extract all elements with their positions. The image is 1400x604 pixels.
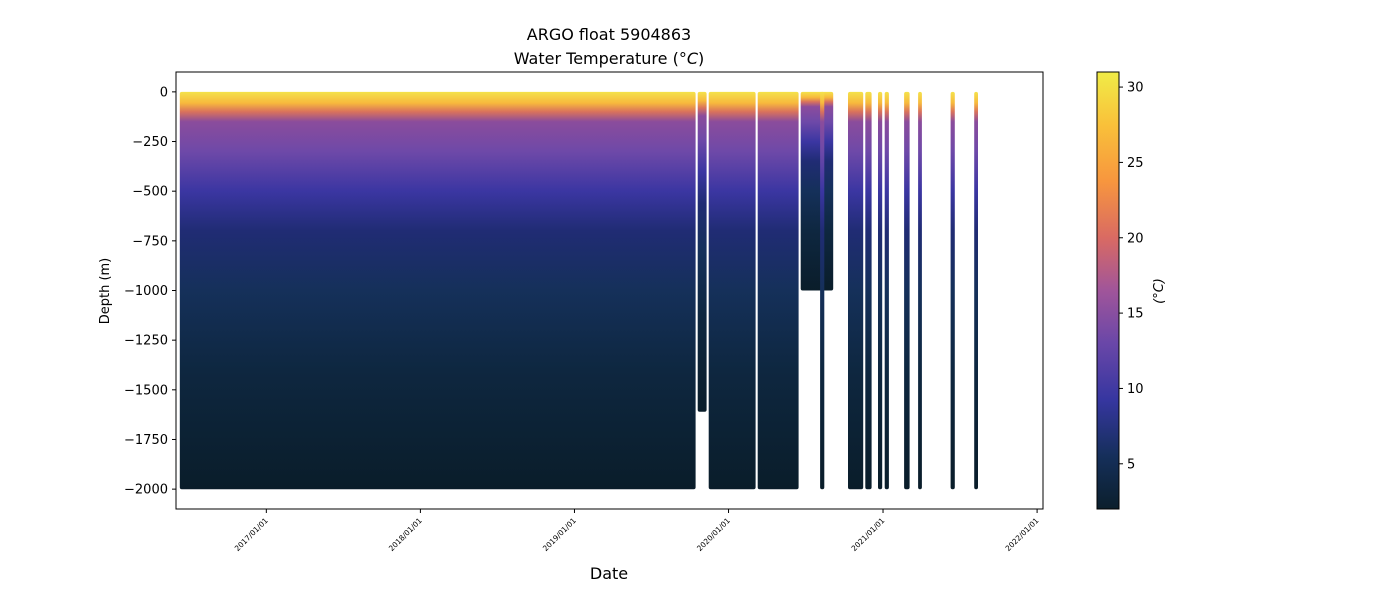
y-tick-label: −250: [132, 135, 168, 150]
colorbar-tick-label: 25: [1127, 156, 1144, 171]
y-tick-label: −1500: [124, 383, 168, 398]
profile-segment-10: [884, 91, 889, 490]
profile-segment-12: [918, 91, 922, 490]
x-tick-label: 2020/01/01: [695, 516, 732, 553]
profile-segment-11: [904, 91, 910, 490]
y-tick-label: 0: [160, 85, 168, 100]
profile-segment-3: [708, 91, 756, 490]
x-tick-label: 2021/01/01: [850, 516, 887, 553]
y-tick-label: −750: [132, 234, 168, 249]
y-axis-ticks: 0 −250 −500 −750 −1000 −1250 −1500 −1750 −2000: [124, 85, 176, 498]
profile-segment-5: [800, 91, 834, 291]
profile-segment-9: [878, 91, 883, 490]
profile-segment-14: [974, 91, 978, 490]
profile-segment-4: [757, 91, 799, 490]
profile-segment-1: [179, 91, 696, 490]
y-tick-label: −2000: [124, 483, 168, 498]
y-tick-label: −1250: [124, 334, 168, 349]
colorbar-tick-label: 10: [1127, 382, 1144, 397]
colorbar-label: (°C): [1152, 278, 1167, 304]
chart-title-line1: ARGO float 5904863: [527, 25, 691, 44]
chart-title-unit: °C: [679, 49, 699, 68]
colorbar-tick-label: 15: [1127, 307, 1144, 322]
y-tick-label: −1000: [124, 284, 168, 299]
colorbar-tick-label: 30: [1127, 81, 1144, 96]
y-tick-label: −1750: [124, 433, 168, 448]
chart-title-prefix: Water Temperature (: [514, 49, 679, 68]
chart-title-line2: Water Temperature (°C): [514, 49, 704, 68]
x-tick-label: 2022/01/01: [1004, 516, 1041, 553]
colorbar-tick-label: 20: [1127, 231, 1144, 246]
profile-segment-13: [950, 91, 955, 490]
profile-segment-2: [697, 91, 707, 412]
profile-segment-8: [865, 91, 872, 490]
colorbar-tick-label: 5: [1127, 457, 1135, 472]
profile-segment-7: [848, 91, 864, 490]
x-axis-ticks: 2017/01/01 2018/01/01 2019/01/01 2020/01/01…: [233, 509, 1041, 553]
profile-segment-6: [820, 91, 825, 490]
x-axis-label: Date: [590, 564, 628, 583]
colorbar: [1096, 71, 1120, 510]
y-axis-label: Depth (m): [98, 258, 113, 325]
x-tick-label: 2019/01/01: [541, 516, 578, 553]
colorbar-ticks: 5 10 15 20 25 30: [1119, 81, 1144, 472]
y-tick-label: −500: [132, 185, 168, 200]
x-tick-label: 2018/01/01: [387, 516, 424, 553]
x-tick-label: 2017/01/01: [233, 516, 270, 553]
chart-title-suffix: ): [698, 49, 704, 68]
data-layer: [179, 91, 978, 490]
